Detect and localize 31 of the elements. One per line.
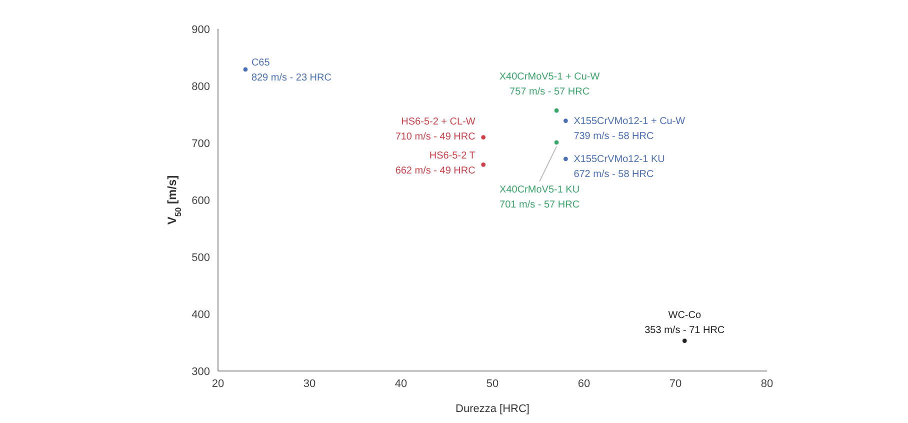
y-tick-label: 300 (192, 366, 210, 378)
x-tick-label: 40 (394, 378, 408, 390)
point (564, 156, 568, 162)
point (481, 135, 486, 140)
point (481, 162, 486, 167)
annotation: WC-Co 353 m/s - 71 HRC (644, 310, 725, 336)
point (243, 67, 248, 72)
x-tick-label: 50 (486, 378, 499, 390)
annotation: HS6-5-2 T 662 m/s - 49 HRC (395, 150, 476, 177)
point (564, 118, 568, 123)
x-tick-label: 30 (303, 378, 316, 390)
x-tick-label: 20 (212, 378, 224, 390)
y-tick-label: 900 (192, 24, 210, 36)
x-tick-label: 70 (669, 378, 682, 390)
annotation: X40CrMoV5-1 KU 701 m/s - 57 HRC (500, 184, 580, 210)
annotation: C65 829 m/s - 23 HRC (251, 57, 332, 84)
annotation: HS6-5-2 + CL-W 710 m/s - 49 HRC (395, 116, 476, 142)
x-axis-title: Durezza [HRC] (456, 403, 530, 415)
x-tick-label: 80 (760, 378, 774, 390)
annotation: X155CrVMo12-1 + Cu-W 739 m/s - 58 HRC (574, 116, 686, 142)
y-tick-label: 600 (192, 194, 210, 207)
x-tick-label: 60 (578, 378, 590, 390)
point (554, 140, 559, 145)
y-tick-label: 800 (192, 80, 210, 93)
annotation: X155CrVMo12-1 KU 672 m/s - 58 HRC (574, 154, 665, 180)
y-tick-label: 500 (192, 252, 210, 264)
annotation: X40CrMoV5-1 + Cu-W 757 m/s - 57 HRC (499, 72, 600, 98)
y-tick-label: 400 (192, 308, 210, 321)
y-tick-label: 700 (192, 138, 210, 150)
point (554, 108, 559, 113)
point (682, 338, 687, 343)
